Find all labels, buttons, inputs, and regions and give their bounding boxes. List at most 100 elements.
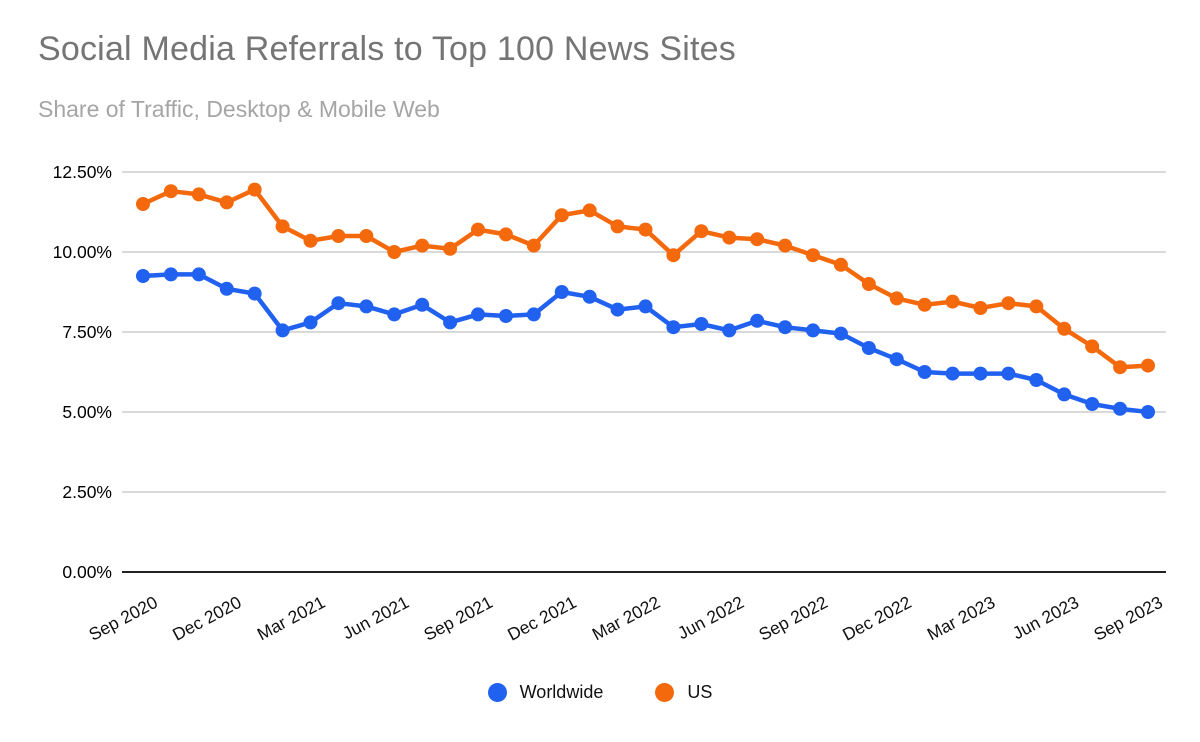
chart-subtitle: Share of Traffic, Desktop & Mobile Web [38,96,440,122]
data-point-worldwide [1141,405,1155,419]
x-tick-label: Jun 2022 [674,592,747,643]
data-point-us [1001,296,1016,311]
data-point-worldwide [722,323,737,338]
x-tick-label: Dec 2020 [169,592,245,645]
data-point-us [694,224,709,239]
x-tick-label: Sep 2021 [420,592,496,645]
x-tick-label: Mar 2023 [924,592,999,644]
data-point-us [1141,358,1155,373]
data-point-us [778,238,793,253]
data-point-us [861,277,876,291]
x-tick-label: Jun 2023 [1009,592,1082,643]
y-tick-label: 5.00% [62,402,112,422]
y-tick-label: 0.00% [62,562,112,582]
data-point-us [666,248,681,263]
x-tick-label: Sep 2020 [85,592,161,645]
series-line-worldwide [140,272,1151,415]
data-point-us [1113,360,1128,375]
data-point-worldwide [415,297,430,312]
data-point-worldwide [666,320,681,335]
data-point-us [638,222,653,237]
data-point-us [415,238,430,253]
y-tick-label: 2.50% [62,482,112,502]
data-point-worldwide [303,315,318,330]
data-point-us [554,208,569,223]
data-point-us [136,197,150,211]
x-tick-label: Sep 2023 [1090,592,1166,645]
data-point-us [498,227,513,242]
data-point-worldwide [471,307,485,322]
data-point-worldwide [750,313,765,328]
data-point-us [973,301,988,315]
data-point-worldwide [498,309,513,323]
data-point-worldwide [191,267,206,282]
data-point-worldwide [610,302,625,317]
data-point-worldwide [387,307,402,322]
y-tick-label: 12.50% [53,162,112,182]
data-point-us [331,229,346,243]
x-tick-label: Mar 2021 [254,592,329,644]
data-point-us [191,187,206,202]
data-point-worldwide [359,299,374,314]
legend-item-worldwide: Worldwide [487,681,604,703]
data-point-us [917,297,932,312]
series-line-us [140,187,1151,370]
x-tick-label: Dec 2022 [839,592,915,645]
data-point-worldwide [638,299,653,314]
legend-item-us: US [655,682,712,703]
data-point-us [750,232,765,247]
data-point-worldwide [973,366,988,381]
data-point-worldwide [806,323,820,338]
data-point-worldwide [694,317,709,331]
data-point-worldwide [331,296,346,311]
data-point-us [275,219,290,234]
x-tick-label: Dec 2021 [504,592,580,645]
data-point-worldwide [1029,373,1044,387]
data-point-worldwide [247,286,262,301]
legend-dot-worldwide-icon [487,682,507,702]
data-point-us [247,182,262,197]
legend-dot-us-icon [655,682,675,702]
data-point-worldwide [833,326,848,341]
data-point-worldwide [861,341,876,355]
data-point-us [526,238,541,253]
data-point-us [582,203,597,218]
data-point-us [889,291,904,306]
data-point-worldwide [1085,397,1100,411]
data-point-us [833,257,848,272]
data-point-us [387,245,402,259]
data-point-us [359,229,374,243]
data-point-us [806,248,820,263]
data-point-us [303,233,318,248]
x-tick-label: Jun 2021 [339,592,412,643]
data-point-worldwide [889,352,904,367]
data-point-us [945,294,960,309]
data-point-us [1085,339,1100,354]
data-point-worldwide [1057,387,1072,402]
data-point-worldwide [163,267,178,282]
data-point-us [610,219,625,234]
data-point-worldwide [526,307,541,322]
x-tick-label: Sep 2022 [755,592,831,645]
data-point-us [1029,299,1044,314]
data-point-worldwide [1113,401,1128,416]
legend-label-worldwide: Worldwide [519,681,604,702]
data-point-worldwide [917,365,932,379]
data-point-us [443,241,458,256]
data-point-us [163,184,178,199]
legend-label-us: US [687,681,713,702]
data-point-worldwide [1001,366,1016,381]
data-point-us [722,230,737,245]
y-tick-label: 10.00% [53,242,112,262]
data-point-worldwide [554,285,569,299]
data-point-us [219,195,234,210]
data-point-worldwide [443,315,458,330]
data-point-worldwide [275,323,290,338]
data-point-worldwide [219,281,234,296]
data-point-us [471,222,485,237]
chart-title: Social Media Referrals to Top 100 News S… [38,30,736,68]
y-tick-label: 7.50% [62,322,112,342]
chart-legend: Worldwide US [0,672,1200,712]
